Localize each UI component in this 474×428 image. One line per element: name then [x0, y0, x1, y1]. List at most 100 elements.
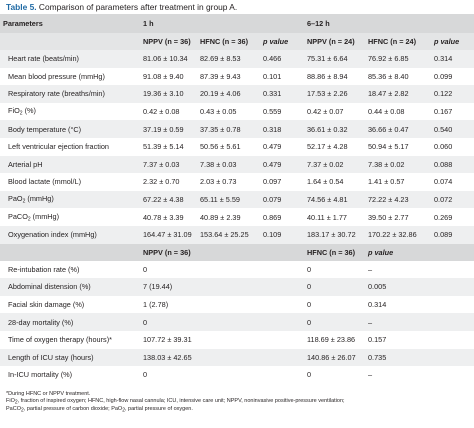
footnote-3: PaCO2, partial pressure of carbon dioxid…	[6, 406, 345, 414]
cell: 0	[304, 313, 365, 331]
cell: 7.37 ± 0.03	[140, 155, 197, 174]
cell: 50.56 ± 5.61	[200, 142, 241, 152]
table-row: Left ventricular ejection fraction 51.39…	[0, 138, 474, 156]
cell: 107.72 ± 39.31	[143, 335, 192, 345]
cell: 0.466	[260, 50, 304, 68]
cell: 85.36 ± 8.40	[368, 71, 409, 81]
cell: 0.42 ± 0.07	[307, 107, 344, 117]
cell: 1.64 ± 0.54	[307, 177, 344, 187]
cell: 0.099	[434, 71, 453, 81]
cell: 0.43 ± 0.05	[200, 107, 237, 117]
table-row: PaCO2 (mmHg) 40.78 ± 3.39 40.89 ± 2.39 0…	[0, 208, 474, 226]
fn-a: PaCO	[6, 405, 21, 412]
caption-label: Table 5.	[6, 2, 37, 12]
cell: 0.088	[431, 155, 474, 174]
footnote-1: *During HFNC or NPPV treatment.	[6, 391, 91, 397]
cell: 138.03 ± 42.65	[140, 348, 304, 367]
fn-b: , partial pressure of carbon dioxide; Pa…	[23, 405, 123, 412]
table-row: In-ICU mortality (%) 0 0 –	[0, 366, 474, 384]
fn-post: , fraction of inspired oxygen; HFNC, hig…	[17, 397, 345, 404]
cell: 0.074	[434, 177, 453, 187]
empty-header-cell	[0, 243, 140, 261]
cell: 36.61 ± 0.32	[304, 120, 365, 138]
cell: –	[368, 370, 373, 380]
cell: 76.92 ± 6.85	[365, 50, 431, 68]
period-1h-header: 1 h	[140, 14, 304, 33]
cell: 81.06 ± 10.34	[140, 50, 197, 68]
label-sub: 2	[27, 216, 31, 223]
label-pre: FiO	[8, 106, 20, 116]
cell: 72.22 ± 4.23	[365, 190, 431, 209]
cell: 0.331	[260, 85, 304, 103]
outcomes-body: NPPV (n = 36) HFNC (n = 36) p value Re-i…	[0, 243, 474, 384]
cell: 39.50 ± 2.77	[368, 212, 409, 222]
label-pre: PaO	[8, 194, 23, 204]
caption-text: Comparison of parameters after treatment…	[38, 2, 238, 12]
col-hfnc-1h: HFNC (n = 36)	[197, 33, 260, 50]
header-row-groups: NPPV (n = 36) HFNC (n = 36) p value NPPV…	[0, 33, 474, 50]
row-label: PaO2 (mmHg)	[0, 190, 140, 209]
cell: 87.39 ± 9.43	[200, 71, 241, 81]
table-row: 28-day mortality (%) 0 0 –	[0, 313, 474, 331]
row-label: Body temperature (°C)	[0, 120, 140, 138]
cell: 140.86 ± 26.07	[304, 348, 365, 367]
cell: 0.167	[434, 107, 453, 117]
cell: 0.479	[263, 142, 282, 152]
cell: 65.11 ± 5.59	[197, 190, 260, 209]
cell: 40.11 ± 1.77	[307, 212, 347, 222]
fn-sub2: 2	[122, 407, 125, 414]
cell: 0.060	[434, 142, 453, 152]
cell: 7.38 ± 0.02	[365, 155, 431, 174]
cell: 0.869	[263, 212, 282, 222]
cell: 0.318	[260, 120, 304, 138]
table-row: Mean blood pressure (mmHg) 91.08 ± 9.40 …	[0, 68, 474, 86]
cell: 0	[307, 300, 312, 310]
cell: 40.89 ± 2.39	[200, 212, 241, 222]
row-label: Abdominal distension (%)	[0, 278, 140, 296]
col-hfnc-6-12h: HFNC (n = 24)	[365, 33, 431, 50]
cell: 170.22 ± 32.86	[365, 225, 431, 244]
fn-sub1: 2	[20, 407, 24, 414]
cell: 0.079	[260, 190, 304, 209]
cell: 37.19 ± 0.59	[140, 120, 197, 138]
cell: 0	[140, 313, 304, 331]
row-label: In-ICU mortality (%)	[8, 370, 73, 380]
table-row: Blood lactate (mmol/L) 2.32 ± 0.70 2.03 …	[0, 173, 474, 191]
table-row: Time of oxygen therapy (hours)* 107.72 ±…	[0, 331, 474, 349]
col-p-outcomes: p value	[365, 243, 474, 261]
fn-sub: 2	[14, 399, 18, 406]
cell: 0.157	[368, 335, 387, 345]
cell: 0.314	[431, 50, 474, 68]
table-row: Respiratory rate (breaths/min) 19.36 ± 3…	[0, 85, 474, 103]
table-caption: Table 5. Comparison of parameters after …	[6, 2, 237, 12]
cell: 0.089	[431, 225, 474, 244]
cell: 0	[143, 264, 148, 274]
cell: 0.540	[431, 120, 474, 138]
cell: 0.479	[260, 155, 304, 174]
cell: 36.66 ± 0.47	[365, 120, 431, 138]
label-post: (%)	[22, 106, 36, 116]
cell: 7.37 ± 0.02	[304, 155, 365, 174]
cell: 1 (2.78)	[143, 300, 169, 310]
row-label: Facial skin damage (%)	[8, 300, 85, 310]
table-row: PaO2 (mmHg) 67.22 ± 4.38 65.11 ± 5.59 0.…	[0, 190, 474, 209]
cell: 0	[307, 264, 312, 274]
table-row: Abdominal distension (%) 7 (19.44) 0 0.0…	[0, 278, 474, 296]
cell: 0.097	[263, 177, 282, 187]
table-row: Facial skin damage (%) 1 (2.78) 0 0.314	[0, 296, 474, 314]
row-label: Oxygenation index (mmHg)	[0, 225, 140, 244]
cell: 0.109	[260, 225, 304, 244]
cell: 7 (19.44)	[140, 278, 304, 296]
row-label: Left ventricular ejection fraction	[8, 142, 109, 152]
period-6-12h-header: 6–12 h	[304, 14, 474, 33]
row-label: Length of ICU stay (hours)	[0, 348, 140, 367]
cell: 74.56 ± 4.81	[304, 190, 365, 209]
row-label: Blood lactate (mmol/L)	[8, 177, 81, 187]
cell: 0.44 ± 0.08	[368, 107, 405, 117]
row-label: Mean blood pressure (mmHg)	[8, 71, 105, 81]
physiology-body: Heart rate (beats/min) 81.06 ± 10.34 82.…	[0, 50, 474, 244]
cell: 51.39 ± 5.14	[143, 142, 184, 152]
footnote-2: FiO2, fraction of inspired oxygen; HFNC,…	[6, 398, 345, 406]
col-hfnc-outcomes: HFNC (n = 36)	[304, 243, 365, 261]
